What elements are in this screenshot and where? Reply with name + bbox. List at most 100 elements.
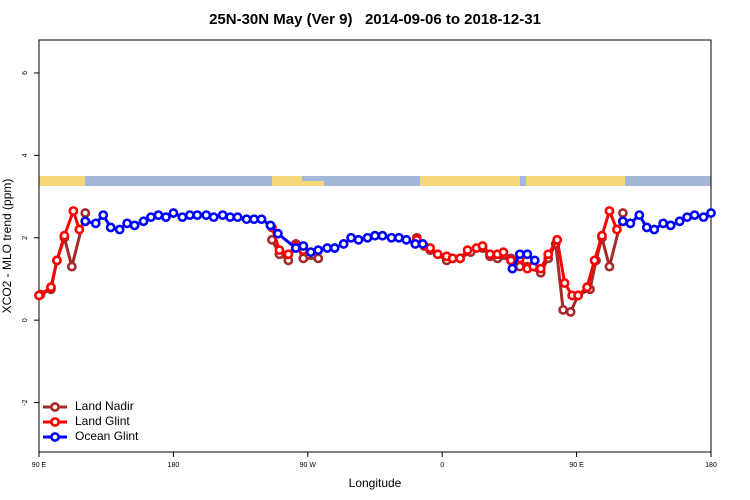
x-tick-label: 90 W xyxy=(300,462,317,469)
point xyxy=(689,210,700,220)
point xyxy=(290,243,301,253)
point xyxy=(122,218,133,229)
legend-label: Land Nadir xyxy=(75,399,134,413)
point xyxy=(582,282,592,293)
point xyxy=(558,304,569,315)
point xyxy=(535,263,546,274)
point xyxy=(68,206,79,216)
point xyxy=(462,245,473,256)
point xyxy=(565,307,576,317)
point xyxy=(573,290,583,301)
point xyxy=(386,232,397,243)
point xyxy=(362,232,373,243)
legend-marker xyxy=(50,417,60,427)
point xyxy=(298,241,309,251)
y-tick-label: 4 xyxy=(22,153,29,157)
point xyxy=(417,239,428,249)
legend-label: Land Glint xyxy=(75,414,130,428)
point xyxy=(274,245,285,256)
point xyxy=(604,206,615,216)
point xyxy=(74,224,85,235)
point xyxy=(329,243,340,253)
ocean-band xyxy=(39,176,711,186)
point xyxy=(346,232,357,243)
point xyxy=(298,253,309,264)
point xyxy=(256,214,267,225)
point xyxy=(322,243,333,253)
point xyxy=(674,216,685,227)
point xyxy=(665,220,676,231)
point xyxy=(201,210,212,220)
point xyxy=(505,255,516,266)
point xyxy=(353,234,364,245)
point xyxy=(682,212,693,223)
point xyxy=(105,222,116,233)
point xyxy=(161,212,171,223)
plot-frame xyxy=(38,39,712,453)
point xyxy=(313,253,324,264)
land-band xyxy=(272,176,302,186)
point xyxy=(98,210,109,220)
y-tick-label: 0 xyxy=(22,318,29,322)
point xyxy=(184,210,195,220)
point xyxy=(34,290,44,301)
x-axis-label: Longitude xyxy=(349,476,402,490)
point xyxy=(432,249,443,260)
point xyxy=(477,241,488,251)
x-tick-label: 180 xyxy=(705,462,717,469)
point xyxy=(177,212,188,223)
point xyxy=(706,208,716,218)
point xyxy=(393,232,404,243)
point xyxy=(59,230,70,241)
y-tick-label: 2 xyxy=(22,236,29,240)
y-tick-label: -2 xyxy=(22,399,29,405)
point xyxy=(338,239,349,249)
point xyxy=(641,222,652,233)
point xyxy=(597,230,607,241)
x-tick-label: 90 E xyxy=(32,462,47,469)
map-strip xyxy=(39,176,711,186)
y-axis-label: XCO2 - MLO trend (ppm) xyxy=(0,179,14,314)
y-tick-label: 6 xyxy=(22,71,29,75)
point xyxy=(90,218,101,229)
point xyxy=(66,261,77,272)
point xyxy=(455,253,466,264)
point xyxy=(559,278,570,288)
legend-marker xyxy=(50,432,60,442)
point xyxy=(273,228,283,239)
point xyxy=(604,261,615,272)
point xyxy=(208,212,219,223)
point xyxy=(168,208,179,218)
point xyxy=(138,216,149,227)
point xyxy=(507,263,518,274)
point xyxy=(241,214,252,225)
point xyxy=(410,239,421,249)
x-tick-label: 0 xyxy=(440,462,444,469)
point xyxy=(522,249,533,260)
point xyxy=(401,234,412,245)
legend-marker xyxy=(50,402,60,412)
point xyxy=(617,208,628,218)
land-band xyxy=(526,176,625,186)
point xyxy=(249,214,259,225)
point xyxy=(46,282,56,293)
point xyxy=(625,218,636,229)
land-band xyxy=(39,176,85,186)
land-band xyxy=(302,181,324,186)
point xyxy=(129,220,140,231)
point xyxy=(589,255,600,266)
point xyxy=(52,255,62,266)
point xyxy=(114,224,125,235)
point xyxy=(425,243,436,253)
point xyxy=(485,249,495,260)
point xyxy=(447,253,458,264)
point xyxy=(305,247,316,258)
point xyxy=(649,224,660,235)
point xyxy=(225,212,236,223)
point xyxy=(498,247,509,258)
point xyxy=(514,249,525,260)
point xyxy=(552,234,563,245)
point xyxy=(543,249,554,260)
point xyxy=(617,216,628,227)
